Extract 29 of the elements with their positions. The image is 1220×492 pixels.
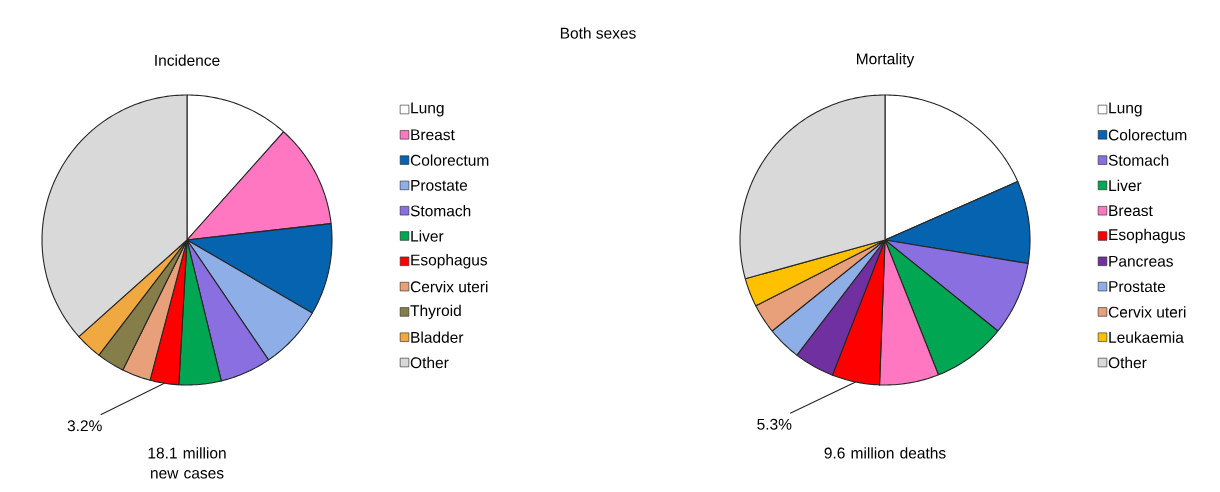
text: Both sexes: [560, 27, 636, 39]
chart-title: Incidence: [155, 54, 220, 66]
legend-label: Breast: [1109, 205, 1153, 217]
legend-label: Stomach: [1108, 154, 1169, 166]
legend-label: Lung: [411, 102, 444, 117]
legend-label: Prostate: [1109, 281, 1166, 293]
text: 9.6 million deaths: [824, 447, 946, 459]
legend-label: Other: [1108, 356, 1147, 369]
legend-label: Thyroid: [410, 304, 461, 320]
legend-label: Colorectum: [410, 154, 489, 166]
legend-label: Leukaemia: [1109, 331, 1184, 343]
legend-label: Liver: [1109, 179, 1142, 192]
legend-label: Pancreas: [1109, 255, 1173, 267]
legend-label: Esophagus: [1109, 228, 1186, 244]
legend-label: Cervix uteri: [410, 280, 488, 293]
data-label: 5.3%: [757, 418, 792, 430]
legend-label: Prostate: [411, 179, 468, 191]
legend-label: Cervix uteri: [1108, 306, 1186, 318]
legend-label: Colorectum: [1108, 129, 1187, 141]
legend-label: Breast: [411, 129, 455, 141]
legend-label: Other: [410, 356, 449, 369]
chart-title: Mortality: [857, 52, 915, 68]
text: 18.1 million new cases: [148, 447, 226, 479]
legend-label: Stomach: [410, 205, 471, 217]
legend-label: Liver: [411, 230, 444, 242]
data-label: 3.2%: [67, 420, 102, 432]
legend-label: Esophagus: [411, 254, 488, 269]
legend-label: Bladder: [411, 331, 464, 343]
legend-label: Lung: [1109, 102, 1142, 117]
